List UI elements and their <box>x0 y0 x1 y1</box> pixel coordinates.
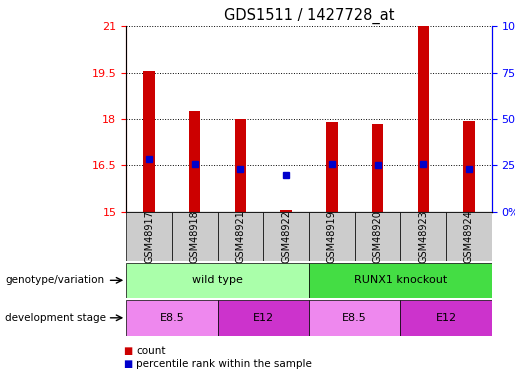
Bar <box>235 119 246 212</box>
Text: GSM48918: GSM48918 <box>190 210 200 262</box>
Text: percentile rank within the sample: percentile rank within the sample <box>136 359 313 369</box>
Text: RUNX1 knockout: RUNX1 knockout <box>354 275 447 285</box>
Bar <box>372 124 383 212</box>
Bar <box>189 111 200 212</box>
Bar <box>355 212 400 261</box>
Bar <box>172 212 217 261</box>
Bar <box>143 71 154 212</box>
Bar <box>263 212 309 261</box>
Text: GSM48917: GSM48917 <box>144 210 154 262</box>
Text: wild type: wild type <box>192 275 243 285</box>
Title: GDS1511 / 1427728_at: GDS1511 / 1427728_at <box>224 7 394 24</box>
Bar <box>309 212 355 261</box>
Bar <box>446 212 492 261</box>
Bar <box>418 26 429 212</box>
Text: E8.5: E8.5 <box>342 313 367 323</box>
Text: E12: E12 <box>436 313 457 323</box>
Bar <box>126 212 172 261</box>
Bar <box>281 210 292 212</box>
Text: GSM48924: GSM48924 <box>464 210 474 262</box>
Bar <box>126 300 217 336</box>
Text: E12: E12 <box>253 313 274 323</box>
Bar <box>400 300 492 336</box>
Text: development stage: development stage <box>5 313 106 323</box>
Bar <box>400 212 446 261</box>
Bar <box>464 121 475 212</box>
Bar <box>326 122 337 212</box>
Bar <box>217 212 263 261</box>
Text: GSM48921: GSM48921 <box>235 210 246 262</box>
Text: genotype/variation: genotype/variation <box>5 275 104 285</box>
Text: GSM48920: GSM48920 <box>372 210 383 262</box>
Bar <box>309 262 492 298</box>
Bar <box>217 300 309 336</box>
Text: GSM48922: GSM48922 <box>281 210 291 263</box>
Text: count: count <box>136 346 166 355</box>
Bar <box>309 300 401 336</box>
Bar <box>126 262 309 298</box>
Text: ■: ■ <box>124 359 133 369</box>
Text: GSM48923: GSM48923 <box>418 210 428 262</box>
Text: GSM48919: GSM48919 <box>327 210 337 262</box>
Text: ■: ■ <box>124 346 133 355</box>
Text: E8.5: E8.5 <box>160 313 184 323</box>
